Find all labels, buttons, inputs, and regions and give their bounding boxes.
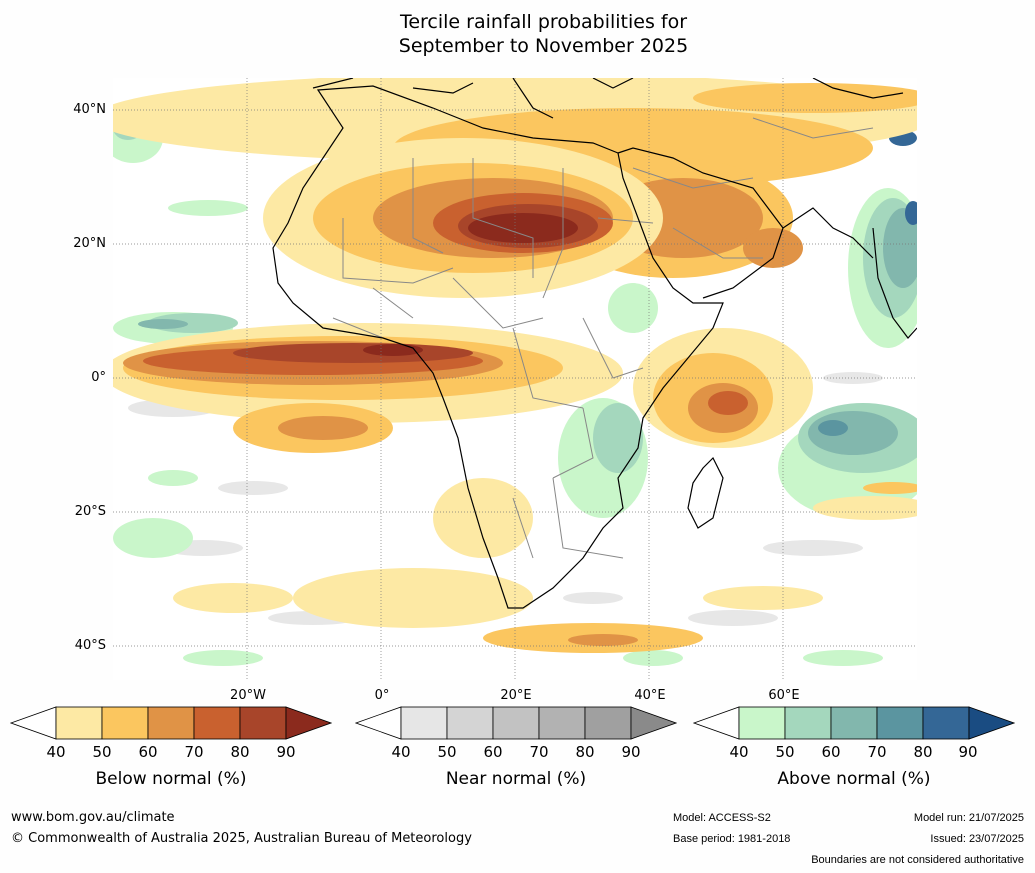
cbar-near-seg-1 <box>400 706 448 740</box>
cbar-near-tick-80: 80 <box>575 743 595 761</box>
lon-label-20e: 20°E <box>500 688 532 703</box>
coastlines <box>272 78 917 609</box>
cbar-above-title: Above normal (%) <box>777 769 931 789</box>
cbar-near-tick-70: 70 <box>529 743 549 761</box>
cbar-above-tick-40: 40 <box>729 743 749 761</box>
cbar-below-title: Below normal (%) <box>95 769 247 789</box>
cbar-near-seg-6 <box>630 706 677 740</box>
cbar-near-title: Near normal (%) <box>445 769 587 789</box>
lon-label-0: 0° <box>374 688 390 703</box>
cbar-above-seg-1 <box>738 706 786 740</box>
footer-copyright: © Commonwealth of Australia 2025, Austra… <box>11 831 472 846</box>
cbar-near-seg-5 <box>584 706 632 740</box>
cbar-near-tick-50: 50 <box>437 743 457 761</box>
country-borders <box>332 117 874 559</box>
lon-label-40e: 40°E <box>634 688 666 703</box>
footer-model-run: Model run: 21/07/2025 <box>913 812 1024 824</box>
footer-issued: Issued: 23/07/2025 <box>930 833 1024 845</box>
cbar-near-seg-3 <box>492 706 540 740</box>
cbar-below-seg-6 <box>285 706 332 740</box>
colorbar-near-svg <box>355 706 677 740</box>
map-canvas <box>113 78 917 680</box>
cbar-below-seg-0 <box>10 706 57 740</box>
cbar-near-seg-0 <box>355 706 402 740</box>
cbar-near-seg-4 <box>538 706 586 740</box>
cbar-above-seg-3 <box>830 706 878 740</box>
cbar-below-tick-80: 80 <box>230 743 250 761</box>
cbar-near-tick-90: 90 <box>621 743 641 761</box>
cbar-below-tick-70: 70 <box>184 743 204 761</box>
cbar-above-seg-6 <box>968 706 1015 740</box>
lat-label-40n: 40°N <box>73 102 106 117</box>
cbar-above-seg-5 <box>922 706 970 740</box>
colorbar-below-svg <box>10 706 332 740</box>
cbar-below-seg-1 <box>55 706 103 740</box>
cbar-above-seg-2 <box>784 706 832 740</box>
cbar-below-tick-90: 90 <box>276 743 296 761</box>
colorbar-above-normal <box>693 706 1015 740</box>
colorbar-near-normal <box>355 706 677 740</box>
cbar-below-tick-50: 50 <box>92 743 112 761</box>
gridlines <box>113 78 917 680</box>
cbar-below-seg-4 <box>193 706 241 740</box>
cbar-below-seg-3 <box>147 706 195 740</box>
cbar-below-seg-5 <box>239 706 287 740</box>
rainfall-probability-map <box>113 78 917 680</box>
cbar-above-tick-60: 60 <box>821 743 841 761</box>
map-title-line1: Tercile rainfall probabilities for <box>399 11 688 33</box>
lon-label-20w: 20°W <box>230 688 266 703</box>
map-title-line2: September to November 2025 <box>398 35 689 57</box>
cbar-near-seg-2 <box>446 706 494 740</box>
lat-label-20n: 20°N <box>73 236 106 251</box>
cbar-above-seg-4 <box>876 706 924 740</box>
cbar-below-tick-60: 60 <box>138 743 158 761</box>
cbar-above-tick-50: 50 <box>775 743 795 761</box>
footer-model: Model: ACCESS-S2 <box>673 812 771 824</box>
lat-label-0: 0° <box>91 370 106 385</box>
colorbar-below-normal <box>10 706 332 740</box>
cbar-above-tick-80: 80 <box>913 743 933 761</box>
footer-disclaimer: Boundaries are not considered authoritat… <box>811 854 1024 866</box>
cbar-near-tick-40: 40 <box>391 743 411 761</box>
cbar-above-seg-0 <box>693 706 740 740</box>
cbar-near-tick-60: 60 <box>483 743 503 761</box>
lat-label-40s: 40°S <box>74 638 106 653</box>
lon-label-60e: 60°E <box>768 688 800 703</box>
footer-website: www.bom.gov.au/climate <box>11 810 175 825</box>
footer-base-period: Base period: 1981-2018 <box>673 833 791 845</box>
colorbar-above-svg <box>693 706 1015 740</box>
below-normal-patches <box>113 78 917 653</box>
cbar-above-tick-70: 70 <box>867 743 887 761</box>
cbar-above-tick-90: 90 <box>958 743 978 761</box>
map-title: Tercile rainfall probabilities for Septe… <box>0 10 1035 58</box>
cbar-below-tick-40: 40 <box>46 743 66 761</box>
cbar-below-seg-2 <box>101 706 149 740</box>
lat-label-20s: 20°S <box>74 504 106 519</box>
